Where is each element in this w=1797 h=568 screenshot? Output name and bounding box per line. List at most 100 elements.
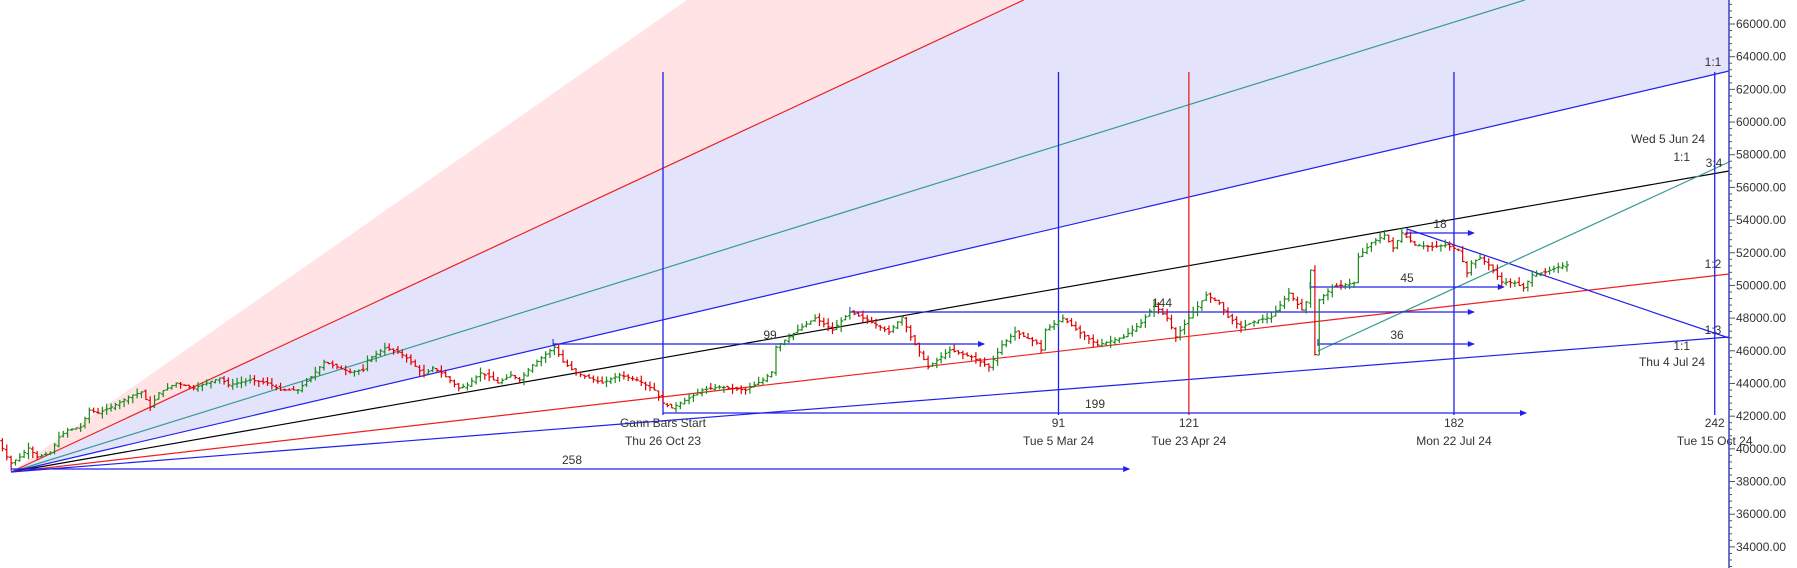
ohlc-bar xyxy=(1447,241,1452,251)
ohlc-bar xyxy=(539,356,544,367)
ohlc-bar xyxy=(1030,336,1035,347)
ohlc-bar xyxy=(991,355,996,371)
ohlc-bar xyxy=(517,377,522,383)
ohlc-bar xyxy=(926,355,931,370)
ohlc-bar xyxy=(69,428,74,431)
ohlc-bar xyxy=(248,374,253,384)
ohlc-bar xyxy=(965,352,970,357)
ohlc-bar xyxy=(1460,246,1465,263)
vertical-marker-date: Mon 22 Jul 24 xyxy=(1416,434,1492,448)
ohlc-bar xyxy=(378,349,383,357)
ohlc-bar xyxy=(239,376,244,389)
ohlc-bar xyxy=(656,390,661,401)
ohlc-bar xyxy=(1451,243,1456,252)
ohlc-bar xyxy=(365,355,370,372)
ohlc-bar xyxy=(643,381,648,391)
ohlc-bar xyxy=(986,363,991,372)
ohlc-bar xyxy=(1034,339,1039,345)
y-tick-label: 42000.00 xyxy=(1736,409,1786,423)
ohlc-bar xyxy=(282,388,287,392)
arrow-head-icon xyxy=(1123,466,1131,473)
vertical-marker-date: Tue 23 Apr 24 xyxy=(1151,434,1226,448)
ohlc-bar xyxy=(1182,319,1187,335)
ohlc-bar xyxy=(921,350,926,361)
ohlc-bar xyxy=(148,396,153,411)
ohlc-bar xyxy=(695,388,700,396)
ohlc-bar xyxy=(495,376,500,384)
ohlc-bar xyxy=(1091,334,1096,348)
ohlc-bar xyxy=(395,346,400,354)
ohlc-bar xyxy=(904,316,909,333)
y-axis[interactable]: 34000.00 36000.00 38000.00 40000.00 42000.00… xyxy=(1728,0,1786,568)
ohlc-bar xyxy=(1534,270,1539,277)
ohlc-bar xyxy=(308,375,313,383)
ohlc-bar xyxy=(22,449,27,458)
ohlc-bar xyxy=(882,326,887,333)
ohlc-bar xyxy=(48,451,53,456)
ohlc-bar xyxy=(800,323,805,331)
ohlc-bar xyxy=(530,364,535,373)
ohlc-bar xyxy=(1330,284,1335,298)
ohlc-bar xyxy=(1473,259,1478,269)
ohlc-bar xyxy=(204,379,209,386)
ohlc-bar xyxy=(826,318,831,332)
ohlc-bar xyxy=(1308,269,1313,308)
vertical-marker-count: 91 xyxy=(1052,416,1066,430)
ohlc-bar xyxy=(1221,301,1226,316)
ohlc-bar xyxy=(1121,334,1126,340)
ohlc-bar xyxy=(1204,291,1209,302)
ohlc-bar xyxy=(87,407,92,424)
fan-line-0 xyxy=(10,0,1024,473)
ohlc-bar xyxy=(674,402,679,413)
ohlc-bar xyxy=(1134,323,1139,332)
ohlc-bar xyxy=(1512,280,1517,287)
ohlc-bar xyxy=(452,379,457,388)
ohlc-bar xyxy=(274,384,279,391)
ohlc-bar xyxy=(721,385,726,393)
ohlc-bar xyxy=(778,343,783,352)
ohlc-bar xyxy=(756,376,761,385)
ohlc-bar xyxy=(782,339,787,346)
ohlc-bar xyxy=(943,349,948,360)
ohlc-bar xyxy=(482,373,487,380)
ohlc-bar xyxy=(556,344,561,357)
ohlc-bar xyxy=(335,363,340,370)
fan-ratio-label: 1:1 xyxy=(1673,339,1690,353)
ohlc-bar xyxy=(1517,277,1522,287)
ohlc-bar xyxy=(213,379,218,384)
ohlc-bar xyxy=(639,375,644,387)
y-tick-label: 66000.00 xyxy=(1736,17,1786,31)
ohlc-bar xyxy=(843,314,848,321)
ohlc-bar xyxy=(1273,305,1278,317)
ohlc-bar xyxy=(978,358,983,367)
ohlc-bar xyxy=(526,367,531,377)
fan-fills xyxy=(11,0,1730,472)
ohlc-bar xyxy=(465,382,470,391)
ohlc-bar xyxy=(1021,332,1026,338)
ohlc-bar xyxy=(322,359,327,371)
ohlc-bar xyxy=(1234,316,1239,329)
ohlc-bar xyxy=(256,380,261,388)
ohlc-bar xyxy=(91,407,96,414)
ohlc-bar xyxy=(565,359,570,367)
ohlc-bar xyxy=(804,320,809,328)
ohlc-bar xyxy=(1047,324,1052,331)
ohlc-bar xyxy=(1286,287,1291,302)
ohlc-bar xyxy=(1521,282,1526,292)
ohlc-bar xyxy=(960,350,965,360)
ohlc-bar xyxy=(382,342,387,356)
ohlc-bar xyxy=(717,385,722,390)
ohlc-bar xyxy=(1008,333,1013,344)
ohlc-bar xyxy=(43,451,48,456)
ohlc-bar xyxy=(543,351,548,364)
ohlc-bar xyxy=(1013,326,1018,341)
ohlc-bar xyxy=(17,453,22,462)
ohlc-bar xyxy=(1551,265,1556,273)
ohlc-bar xyxy=(278,382,283,391)
ohlc-bar xyxy=(913,334,918,346)
bar-count-arrows: 99 144 199 258 45 36 18 xyxy=(10,217,1527,473)
ohlc-bar xyxy=(104,403,109,415)
ohlc-bar xyxy=(995,347,1000,366)
ohlc-bar xyxy=(1408,231,1413,243)
